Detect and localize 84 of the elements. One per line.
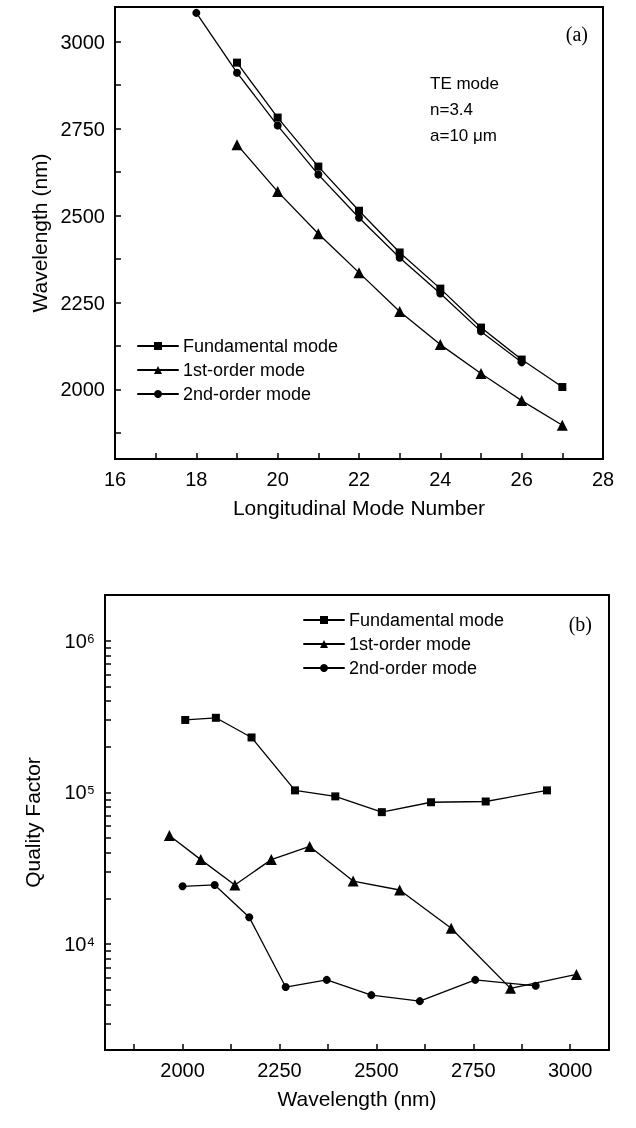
point (377, 808, 386, 817)
point (516, 395, 528, 407)
x-tick-label: 24 (429, 468, 452, 490)
point (322, 975, 331, 984)
point (245, 913, 254, 922)
point (353, 267, 365, 279)
point (505, 982, 517, 994)
point (471, 975, 480, 984)
point (331, 792, 340, 801)
point (542, 786, 551, 795)
point (290, 786, 299, 795)
y-axis-title: Quality Factor (21, 757, 44, 888)
point (477, 323, 485, 332)
point (178, 882, 187, 891)
y-tick-label: 10⁵ (64, 781, 95, 804)
point (436, 284, 445, 293)
point (475, 367, 487, 379)
point (233, 58, 241, 67)
point (273, 121, 282, 130)
point (314, 162, 323, 171)
legend-label: Fundamental mode (183, 336, 339, 356)
y-tick-label: 2750 (60, 117, 105, 140)
y-tick-label: 3000 (60, 30, 105, 53)
x-tick-label: 3000 (547, 1059, 593, 1081)
legend-label: 2nd-order mode (349, 658, 478, 678)
x-tick-label: 16 (103, 468, 127, 490)
x-tick-label: 28 (591, 468, 615, 490)
annotation: TE mode (430, 74, 499, 93)
point (247, 733, 256, 742)
point (367, 991, 376, 1000)
y-tick-label: 10⁴ (64, 932, 95, 955)
point (210, 880, 219, 889)
legend-label: 2nd-order mode (183, 384, 312, 404)
x-tick-label: 2000 (160, 1059, 205, 1081)
point (312, 228, 324, 240)
x-axis-title: Wavelength (nm) (277, 1087, 437, 1110)
point (181, 715, 190, 724)
y-tick-label: 10⁶ (64, 629, 95, 652)
legend-label: 1st-order mode (183, 360, 306, 380)
point (281, 983, 290, 992)
point (570, 968, 582, 980)
y-axis-title: Wavelength (nm) (27, 153, 51, 313)
point (558, 383, 567, 392)
point (394, 884, 406, 896)
x-tick-label: 20 (266, 468, 289, 490)
point (394, 306, 406, 318)
annotation: (b) (568, 613, 593, 636)
point (231, 139, 243, 151)
point (192, 8, 201, 17)
point (273, 113, 282, 122)
point (314, 170, 323, 179)
x-tick-label: 26 (510, 468, 533, 490)
point (304, 840, 316, 852)
point (195, 854, 207, 866)
point (347, 875, 359, 887)
annotation: (a) (565, 23, 589, 46)
y-tick-label: 2250 (60, 291, 105, 314)
x-tick-label: 2500 (354, 1059, 399, 1081)
point (355, 213, 363, 222)
x-axis-title: Longitudinal Mode Number (232, 496, 486, 519)
point (481, 797, 490, 806)
x-tick-label: 22 (347, 468, 371, 490)
point (229, 879, 241, 891)
point (427, 798, 436, 807)
point (415, 997, 424, 1006)
point (211, 713, 220, 722)
point (434, 339, 446, 351)
y-tick-label: 2000 (60, 378, 105, 401)
legend-label: Fundamental mode (349, 610, 505, 630)
point (233, 68, 241, 77)
point (445, 922, 457, 934)
point (355, 206, 363, 215)
point (556, 419, 568, 431)
point (163, 829, 175, 841)
point (395, 248, 404, 257)
x-tick-label: 2250 (257, 1059, 302, 1081)
annotation: n=3.4 (430, 100, 474, 119)
x-tick-label: 18 (185, 468, 208, 490)
annotation: a=10 μm (430, 126, 497, 145)
legend-label: 1st-order mode (349, 634, 472, 654)
x-tick-label: 2750 (451, 1059, 496, 1081)
point (272, 186, 284, 198)
point (265, 854, 277, 866)
y-tick-label: 2500 (60, 204, 105, 227)
